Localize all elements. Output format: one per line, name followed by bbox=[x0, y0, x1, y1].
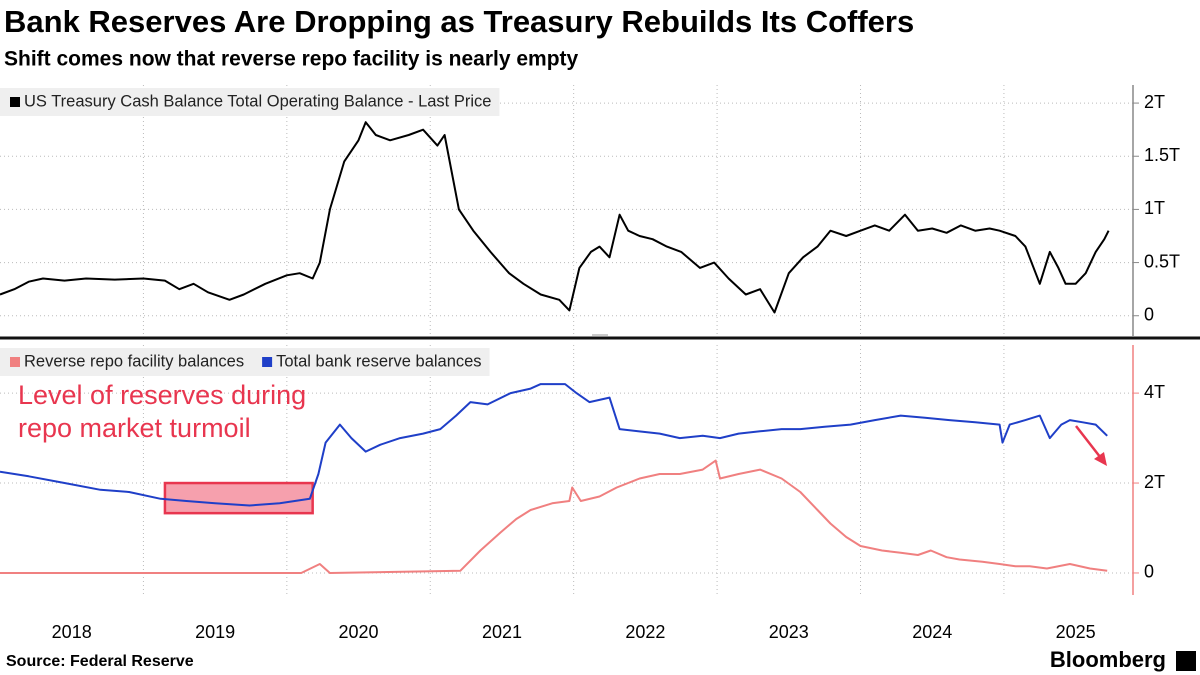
y-tick-label: 0 bbox=[1144, 562, 1154, 582]
y-tick-label: 0.5T bbox=[1144, 251, 1180, 271]
y-tick-label: 2T bbox=[1144, 92, 1165, 112]
x-tick-label: 2019 bbox=[195, 622, 235, 642]
legend-swatch bbox=[262, 357, 273, 367]
arrow-head bbox=[1094, 452, 1107, 466]
legend-label: Reverse repo facility balances bbox=[24, 352, 244, 370]
x-tick-label: 2024 bbox=[912, 622, 952, 642]
y-tick-label: 0 bbox=[1144, 304, 1154, 324]
x-tick-label: 2022 bbox=[625, 622, 665, 642]
source: Source: Federal Reserve bbox=[6, 653, 194, 670]
legend-background bbox=[0, 348, 490, 376]
brand: Bloomberg bbox=[1050, 647, 1166, 672]
y-tick-label: 1T bbox=[1144, 198, 1165, 218]
highlight-region bbox=[163, 481, 314, 515]
x-tick-label: 2020 bbox=[339, 622, 379, 642]
chart-title: Bank Reserves Are Dropping as Treasury R… bbox=[4, 4, 914, 39]
y-tick-label: 2T bbox=[1144, 472, 1165, 492]
x-tick-label: 2018 bbox=[52, 622, 92, 642]
series-line bbox=[0, 121, 1110, 314]
annotation-text: repo market turmoil bbox=[18, 413, 251, 443]
x-tick-label: 2025 bbox=[1056, 622, 1096, 642]
series-line bbox=[0, 459, 1108, 574]
y-tick-label: 4T bbox=[1144, 382, 1165, 402]
legend-label: US Treasury Cash Balance Total Operating… bbox=[24, 92, 491, 110]
x-tick-label: 2023 bbox=[769, 622, 809, 642]
y-tick-label: 1.5T bbox=[1144, 145, 1180, 165]
brand-icon bbox=[1176, 651, 1196, 671]
annotation-text: Level of reserves during bbox=[18, 380, 306, 410]
x-tick-label: 2021 bbox=[482, 622, 522, 642]
legend-swatch bbox=[10, 357, 20, 367]
legend-swatch bbox=[10, 97, 20, 107]
legend-label: Total bank reserve balances bbox=[276, 352, 481, 370]
series-line bbox=[0, 383, 1108, 507]
legend-background bbox=[0, 88, 500, 116]
chart-subtitle: Shift comes now that reverse repo facili… bbox=[4, 48, 579, 71]
